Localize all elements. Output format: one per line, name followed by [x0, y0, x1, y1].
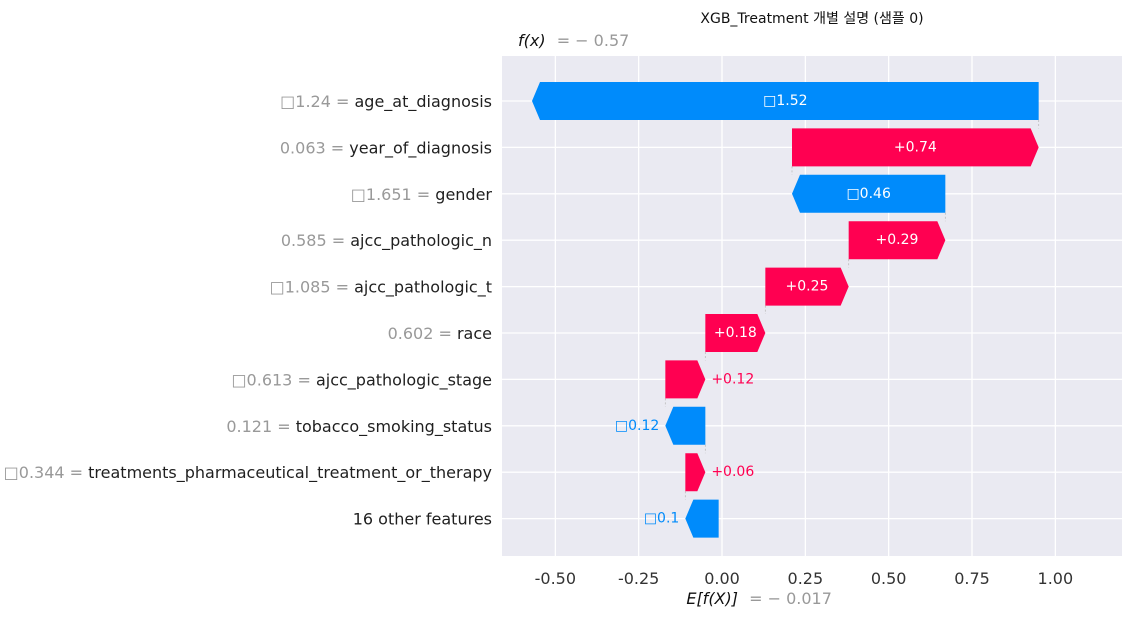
feature-value: 0.121 =	[226, 416, 295, 435]
y-axis-label: □0.613 = ajcc_pathologic_stage	[231, 370, 492, 390]
base-value-annotation: E[f(X)] = − 0.017	[686, 589, 832, 608]
feature-name: race	[457, 324, 492, 343]
fx-value: = − 0.57	[557, 31, 630, 50]
x-tick-label: 0.25	[788, 569, 824, 588]
y-axis-label: 0.585 = ajcc_pathologic_n	[281, 231, 492, 251]
bars	[532, 82, 1039, 538]
feature-name: age_at_diagnosis	[355, 92, 493, 112]
feature-value: 0.602 =	[388, 324, 457, 343]
y-axis-label: 0.121 = tobacco_smoking_status	[226, 416, 492, 436]
bar-value-label: +0.12	[711, 371, 754, 387]
negative-bar	[792, 174, 946, 213]
x-tick-label: -0.50	[535, 569, 576, 588]
feature-name: 16 other features	[353, 509, 492, 528]
x-tick-label: 1.00	[1038, 569, 1074, 588]
positive-bar	[765, 267, 849, 306]
feature-name: year_of_diagnosis	[349, 138, 492, 158]
base-value: = − 0.017	[749, 589, 832, 608]
feature-value: □0.613 =	[231, 370, 316, 389]
feature-name: treatments_pharmaceutical_treatment_or_t…	[88, 463, 492, 483]
positive-bar	[665, 360, 706, 399]
positive-bar	[685, 453, 706, 492]
bar-value-label: □0.12	[615, 418, 659, 434]
feature-name: gender	[435, 184, 492, 203]
bar-value-label: +0.25	[786, 279, 829, 295]
x-tick-label: 0.75	[954, 569, 990, 588]
y-axis-labels: □1.24 = age_at_diagnosis 0.063 = year_of_…	[4, 92, 493, 529]
y-axis-label: 0.602 = race	[388, 324, 492, 343]
feature-value: □1.24 =	[280, 92, 354, 111]
y-axis-label: □1.085 = ajcc_pathologic_t	[270, 277, 492, 297]
chart-title: XGB_Treatment 개별 설명 (샘플 0)	[700, 11, 923, 27]
connector-lines	[664, 120, 1040, 500]
bar-value-label: +0.18	[714, 325, 757, 341]
x-axis-ticks: -0.50 -0.25 0.00 0.25 0.50 0.75 1.00	[535, 569, 1074, 588]
negative-bar	[665, 406, 706, 445]
feature-name: ajcc_pathologic_t	[354, 277, 492, 297]
positive-bar	[848, 221, 946, 260]
feature-name: ajcc_pathologic_stage	[316, 370, 492, 390]
x-tick-label: 0.00	[704, 569, 740, 588]
feature-value: □1.651 =	[351, 184, 436, 203]
feature-name: tobacco_smoking_status	[296, 416, 492, 436]
bar-value-label: +0.74	[894, 139, 937, 155]
y-axis-label: 16 other features	[353, 509, 492, 528]
y-axis-label: □1.24 = age_at_diagnosis	[280, 92, 492, 112]
x-tick-label: -0.25	[618, 569, 659, 588]
feature-value: 0.063 =	[280, 138, 349, 157]
fx-annotation: f(x) = − 0.57	[518, 31, 629, 50]
feature-value: □1.085 =	[270, 277, 355, 296]
negative-bar	[685, 499, 719, 538]
bar-value-label: □1.52	[763, 93, 807, 109]
bar-labels: □1.52 +0.74 □0.46 +0.29 +0.25 +0.18 +0.12 □0.12…	[615, 93, 937, 527]
fx-label: f(x)	[518, 31, 546, 50]
bar-value-label: +0.29	[876, 232, 919, 248]
y-axis-label: 0.063 = year_of_diagnosis	[280, 138, 492, 158]
positive-bar	[705, 314, 766, 352]
bar-value-label: □0.46	[846, 186, 890, 202]
bar-value-label: □0.1	[644, 511, 680, 527]
positive-bar	[792, 128, 1039, 167]
x-tick-label: 0.50	[871, 569, 907, 588]
negative-bar	[532, 82, 1039, 120]
base-label: E[f(X)]	[686, 589, 738, 608]
y-axis-label: □0.344 = treatments_pharmaceutical_treat…	[4, 463, 492, 483]
feature-value: 0.585 =	[281, 231, 350, 250]
feature-value: □0.344 =	[4, 463, 89, 482]
y-axis-label: □1.651 = gender	[351, 184, 493, 203]
bar-value-label: +0.06	[711, 464, 754, 480]
feature-name: ajcc_pathologic_n	[350, 231, 492, 251]
